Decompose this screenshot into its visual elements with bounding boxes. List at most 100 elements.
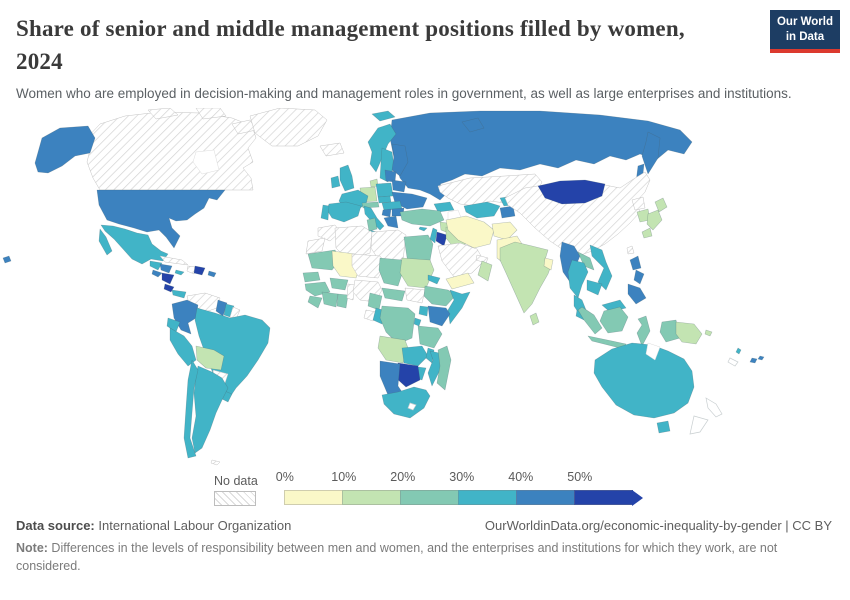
country-honduras[interactable]: [159, 263, 173, 273]
legend-bin-10-20%[interactable]: [341, 490, 401, 506]
country-india[interactable]: [499, 241, 553, 313]
country-cambodia[interactable]: [586, 279, 603, 295]
country-indonesia-sulawesi[interactable]: [636, 315, 651, 346]
country-vanuatu[interactable]: [735, 347, 742, 354]
country-novaya-zemlya[interactable]: [461, 117, 485, 132]
country-canada-arctic-2[interactable]: [195, 107, 227, 119]
country-serbia[interactable]: [381, 208, 392, 217]
country-fiji[interactable]: [749, 357, 758, 363]
country-new-zealand-south[interactable]: [689, 415, 709, 435]
country-solomon-islands[interactable]: [704, 329, 713, 336]
country-japan-kyushu[interactable]: [641, 227, 653, 238]
country-kenya[interactable]: [427, 305, 451, 326]
legend-bin-20-30%[interactable]: [399, 490, 459, 506]
country-new-caledonia[interactable]: [727, 357, 739, 367]
country-western-sahara[interactable]: [305, 237, 326, 254]
no-data-swatch[interactable]: [214, 490, 256, 506]
country-tunisia[interactable]: [366, 217, 378, 231]
country-sudan[interactable]: [399, 257, 435, 288]
country-spain[interactable]: [326, 201, 362, 222]
country-jordan[interactable]: [435, 231, 448, 246]
country-hawaii[interactable]: [2, 255, 12, 263]
country-puerto-rico[interactable]: [207, 270, 217, 277]
country-philippines-luzon[interactable]: [629, 255, 642, 270]
country-oman[interactable]: [477, 260, 493, 281]
country-ethiopia[interactable]: [423, 285, 457, 306]
country-sierra-leone[interactable]: [307, 295, 323, 308]
legend-bin-50%+[interactable]: [573, 490, 633, 506]
country-finland[interactable]: [391, 143, 409, 176]
country-south-africa[interactable]: [381, 386, 431, 418]
country-ivory-coast[interactable]: [321, 291, 339, 307]
country-australia[interactable]: [593, 342, 695, 418]
legend-no-data[interactable]: No data: [214, 474, 258, 506]
legend-color-bar[interactable]: [283, 489, 643, 506]
country-belarus[interactable]: [391, 179, 407, 192]
country-ghana[interactable]: [336, 293, 349, 308]
country-north-korea[interactable]: [631, 196, 646, 210]
legend-bin-30-40%[interactable]: [457, 490, 517, 506]
country-panama[interactable]: [171, 289, 187, 298]
country-indonesia-borneo[interactable]: [599, 306, 629, 333]
country-chile[interactable]: [183, 359, 199, 458]
country-italy[interactable]: [363, 205, 385, 230]
country-burkina-faso[interactable]: [329, 277, 349, 290]
country-indonesia-papua[interactable]: [659, 319, 681, 342]
country-sri-lanka[interactable]: [529, 312, 540, 325]
country-mexico-baja[interactable]: [98, 228, 113, 255]
country-tanzania[interactable]: [417, 325, 443, 348]
country-alaska[interactable]: [34, 125, 96, 173]
owid-logo[interactable]: Our World in Data: [769, 10, 840, 53]
country-bolivia[interactable]: [195, 345, 225, 370]
country-canada[interactable]: [84, 111, 257, 190]
country-laos[interactable]: [577, 251, 595, 270]
country-senegal[interactable]: [302, 271, 321, 282]
country-papua-new-guinea[interactable]: [675, 321, 703, 344]
country-japan-hokkaido[interactable]: [654, 197, 668, 212]
country-portugal[interactable]: [320, 204, 330, 220]
country-mongolia[interactable]: [537, 179, 606, 204]
country-indonesia-sumatra[interactable]: [577, 306, 603, 334]
country-somalia[interactable]: [447, 289, 471, 324]
country-jamaica[interactable]: [174, 269, 185, 275]
country-greenland[interactable]: [249, 107, 328, 146]
country-iceland[interactable]: [319, 142, 345, 156]
country-yemen[interactable]: [445, 272, 475, 289]
country-tajikistan[interactable]: [499, 205, 516, 218]
country-svalbard[interactable]: [371, 110, 396, 121]
country-philippines-visayas[interactable]: [633, 269, 645, 284]
country-lesotho[interactable]: [407, 402, 417, 410]
country-south-sudan[interactable]: [404, 287, 426, 303]
country-poland[interactable]: [375, 182, 394, 197]
country-vietnam[interactable]: [589, 244, 613, 290]
country-uganda[interactable]: [418, 305, 429, 316]
country-ireland[interactable]: [330, 175, 341, 188]
country-turkey[interactable]: [399, 208, 445, 226]
country-israel[interactable]: [429, 227, 438, 243]
country-russia-kamchatka[interactable]: [641, 131, 661, 174]
country-austria[interactable]: [361, 201, 380, 208]
country-haiti[interactable]: [186, 265, 196, 274]
country-rwanda-burundi[interactable]: [413, 317, 422, 326]
country-zambia[interactable]: [401, 345, 429, 366]
country-namibia[interactable]: [379, 360, 403, 395]
country-argentina[interactable]: [191, 365, 229, 453]
country-fiji-2[interactable]: [757, 355, 765, 360]
country-morocco[interactable]: [317, 224, 341, 241]
country-caucasus[interactable]: [433, 201, 455, 212]
attribution-link[interactable]: OurWorldinData.org/economic-inequality-b…: [484, 517, 832, 533]
country-cameroon[interactable]: [367, 292, 383, 310]
country-madagascar[interactable]: [436, 345, 452, 390]
country-niger[interactable]: [351, 253, 387, 278]
country-mexico[interactable]: [100, 224, 169, 264]
legend-color-scale[interactable]: 0% 10% 20% 30% 40% 50%: [276, 470, 670, 506]
country-iran[interactable]: [445, 215, 495, 248]
country-saudi-arabia[interactable]: [437, 242, 485, 277]
country-algeria[interactable]: [334, 225, 373, 260]
country-el-salvador[interactable]: [151, 269, 163, 277]
legend-bin-40-50%[interactable]: [515, 490, 575, 506]
country-philippines-mindanao[interactable]: [627, 283, 647, 304]
country-canada-arctic-1[interactable]: [147, 107, 179, 119]
country-falkland-islands[interactable]: [210, 459, 221, 465]
country-russia[interactable]: [389, 110, 693, 200]
